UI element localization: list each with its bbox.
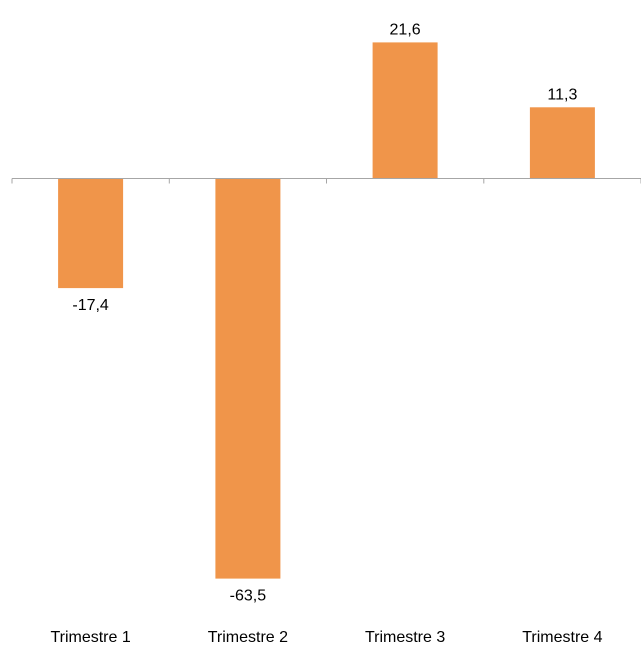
category-label-1: Trimestre 1 xyxy=(50,629,130,646)
data-label-1: -17,4 xyxy=(72,297,109,314)
bar-2 xyxy=(215,178,281,579)
category-label-2: Trimestre 2 xyxy=(208,629,288,646)
bar-1 xyxy=(58,178,124,289)
axis-layer xyxy=(11,178,641,184)
bar-4 xyxy=(529,107,595,179)
bars-layer xyxy=(58,42,595,579)
data-label-2: -63,5 xyxy=(230,588,267,605)
data-label-3: 21,6 xyxy=(390,21,421,38)
labels-layer: -17,4 Trimestre 1 -63,5 Trimestre 2 21,6 Trim… xyxy=(50,21,602,646)
data-label-4: 11,3 xyxy=(547,86,577,103)
category-label-3: Trimestre 3 xyxy=(365,629,445,646)
category-label-4: Trimestre 4 xyxy=(522,629,602,646)
bar-3 xyxy=(372,42,438,179)
